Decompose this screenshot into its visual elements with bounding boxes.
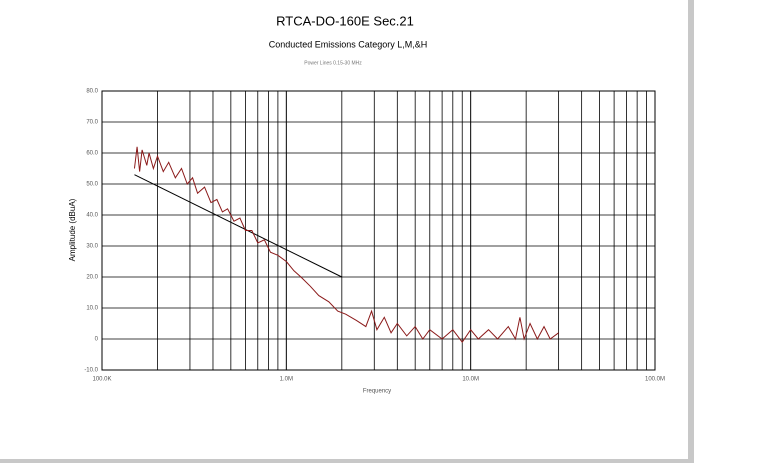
x-tick-label: 10.0M xyxy=(462,377,479,383)
page-edge xyxy=(688,0,694,463)
y-tick-label: 30.0 xyxy=(86,244,98,250)
y-tick-label: 0 xyxy=(95,337,99,343)
y-tick-label: 70.0 xyxy=(86,120,98,126)
y-tick-label: 40.0 xyxy=(86,213,98,219)
x-tick-label: 100.0K xyxy=(92,377,111,383)
plot-frame xyxy=(101,90,656,371)
y-tick-label: 50.0 xyxy=(86,182,98,188)
y-tick-label: 60.0 xyxy=(86,151,98,157)
series-line xyxy=(134,174,343,278)
x-tick-label: 1.0M xyxy=(280,377,293,383)
page-sheet xyxy=(0,0,690,463)
x-axis-label: Frequency xyxy=(363,389,391,395)
chart-subtitle: Conducted Emissions Category L,M,&H xyxy=(269,39,428,49)
series-line xyxy=(133,146,559,343)
y-tick-label: 10.0 xyxy=(86,306,98,312)
y-tick-label: -10.0 xyxy=(84,368,98,374)
page-edge-bottom xyxy=(0,459,694,463)
chart-note: Power Lines 0.15-30 MHz xyxy=(304,60,362,66)
y-axis-label: Amplitude (dBuA) xyxy=(68,198,77,261)
y-tick-label: 20.0 xyxy=(86,275,98,281)
y-tick-label: 80.0 xyxy=(86,89,98,95)
chart-title: RTCA-DO-160E Sec.21 xyxy=(276,13,414,28)
x-tick-label: 100.0M xyxy=(645,377,665,383)
